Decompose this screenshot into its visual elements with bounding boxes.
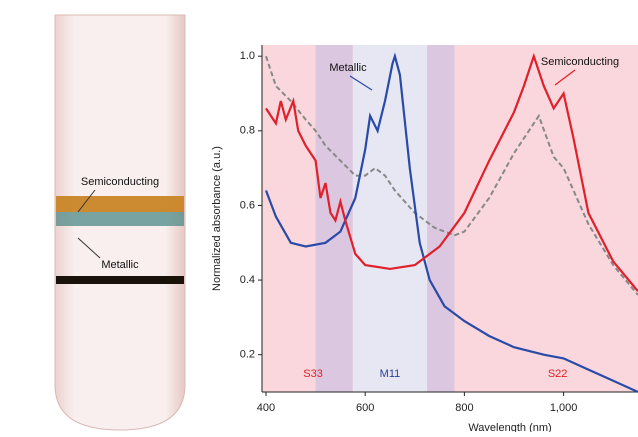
- tube-label: Metallic: [101, 259, 139, 271]
- band-label: S33: [303, 368, 323, 380]
- band: [427, 45, 455, 392]
- label-arrow: [554, 69, 576, 86]
- band-label: S22: [548, 368, 568, 380]
- series-label: Metallic: [329, 62, 367, 74]
- pointer: [77, 237, 101, 259]
- tube: Semiconducting Metallic: [54, 14, 186, 431]
- x-tick-label: 800: [455, 402, 473, 414]
- y-tick-label: 0.8: [240, 125, 255, 137]
- y-tick-label: 0.4: [240, 274, 255, 286]
- y-tick-label: 0.2: [240, 349, 255, 361]
- band-orange: [56, 196, 184, 212]
- series-line: [265, 52, 638, 293]
- band-label: M11: [380, 368, 401, 380]
- y-tick-label: 0.6: [240, 199, 255, 211]
- band: [352, 45, 428, 392]
- pointer: [77, 189, 96, 213]
- series-label: Semiconducting: [541, 56, 619, 68]
- label-arrow: [349, 75, 373, 91]
- band-black: [56, 276, 184, 284]
- x-tick-label: 600: [356, 402, 374, 414]
- y-axis-label: Normalized absorbance (a.u.): [211, 146, 223, 291]
- x-axis-label: Wavelength (nm): [468, 422, 551, 432]
- x-tick-label: 1,000: [550, 402, 578, 414]
- series-line: [264, 52, 638, 394]
- x-tick-label: 400: [257, 402, 275, 414]
- band-teal: [56, 212, 184, 226]
- chart: S33 M11 S22 1.0 0.8 0.6 0.4 0.2 400 600 800 1,000 No…: [211, 45, 638, 434]
- tube-label: Semiconducting: [81, 176, 159, 188]
- y-tick-label: 1.0: [240, 50, 255, 62]
